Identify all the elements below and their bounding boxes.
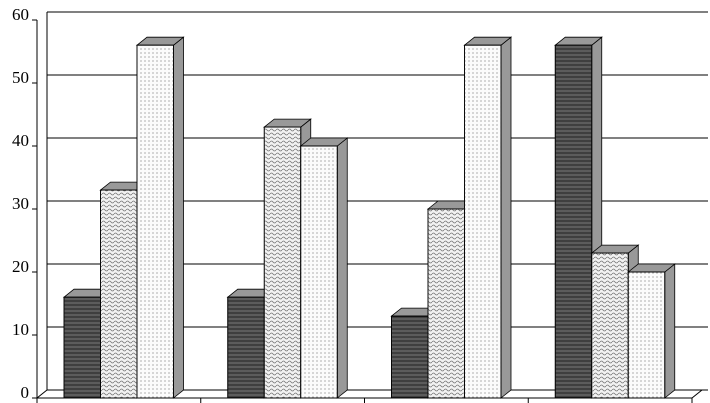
y-tick-label: 60 [12, 5, 29, 24]
y-tick-label: 10 [12, 320, 29, 339]
bar-pattern [136, 44, 174, 399]
bar-pattern [554, 44, 593, 399]
bar-pattern [464, 44, 502, 399]
bar-pattern [391, 315, 429, 399]
bar-pattern [100, 189, 138, 399]
bar-pattern [63, 296, 101, 399]
y-tick-label: 30 [12, 194, 29, 213]
bar-side [500, 36, 512, 399]
y-tick-label: 40 [12, 131, 29, 150]
y-tick-label: 0 [21, 383, 30, 402]
bar-pattern [263, 126, 302, 399]
bar-side [336, 137, 348, 399]
y-tick-label: 50 [12, 68, 29, 87]
bar-pattern [227, 296, 265, 399]
bar-side [173, 36, 184, 399]
left-wall [36, 389, 48, 399]
plot: 0 10 20 30 40 50 60 [12, 5, 708, 403]
y-tick-label: 20 [12, 257, 29, 276]
x-axis-end [691, 389, 703, 399]
bar-pattern [300, 145, 338, 399]
bar-pattern [427, 208, 465, 399]
bar-pattern [591, 252, 629, 399]
bar-pattern [627, 271, 666, 399]
bar-side [664, 263, 676, 399]
